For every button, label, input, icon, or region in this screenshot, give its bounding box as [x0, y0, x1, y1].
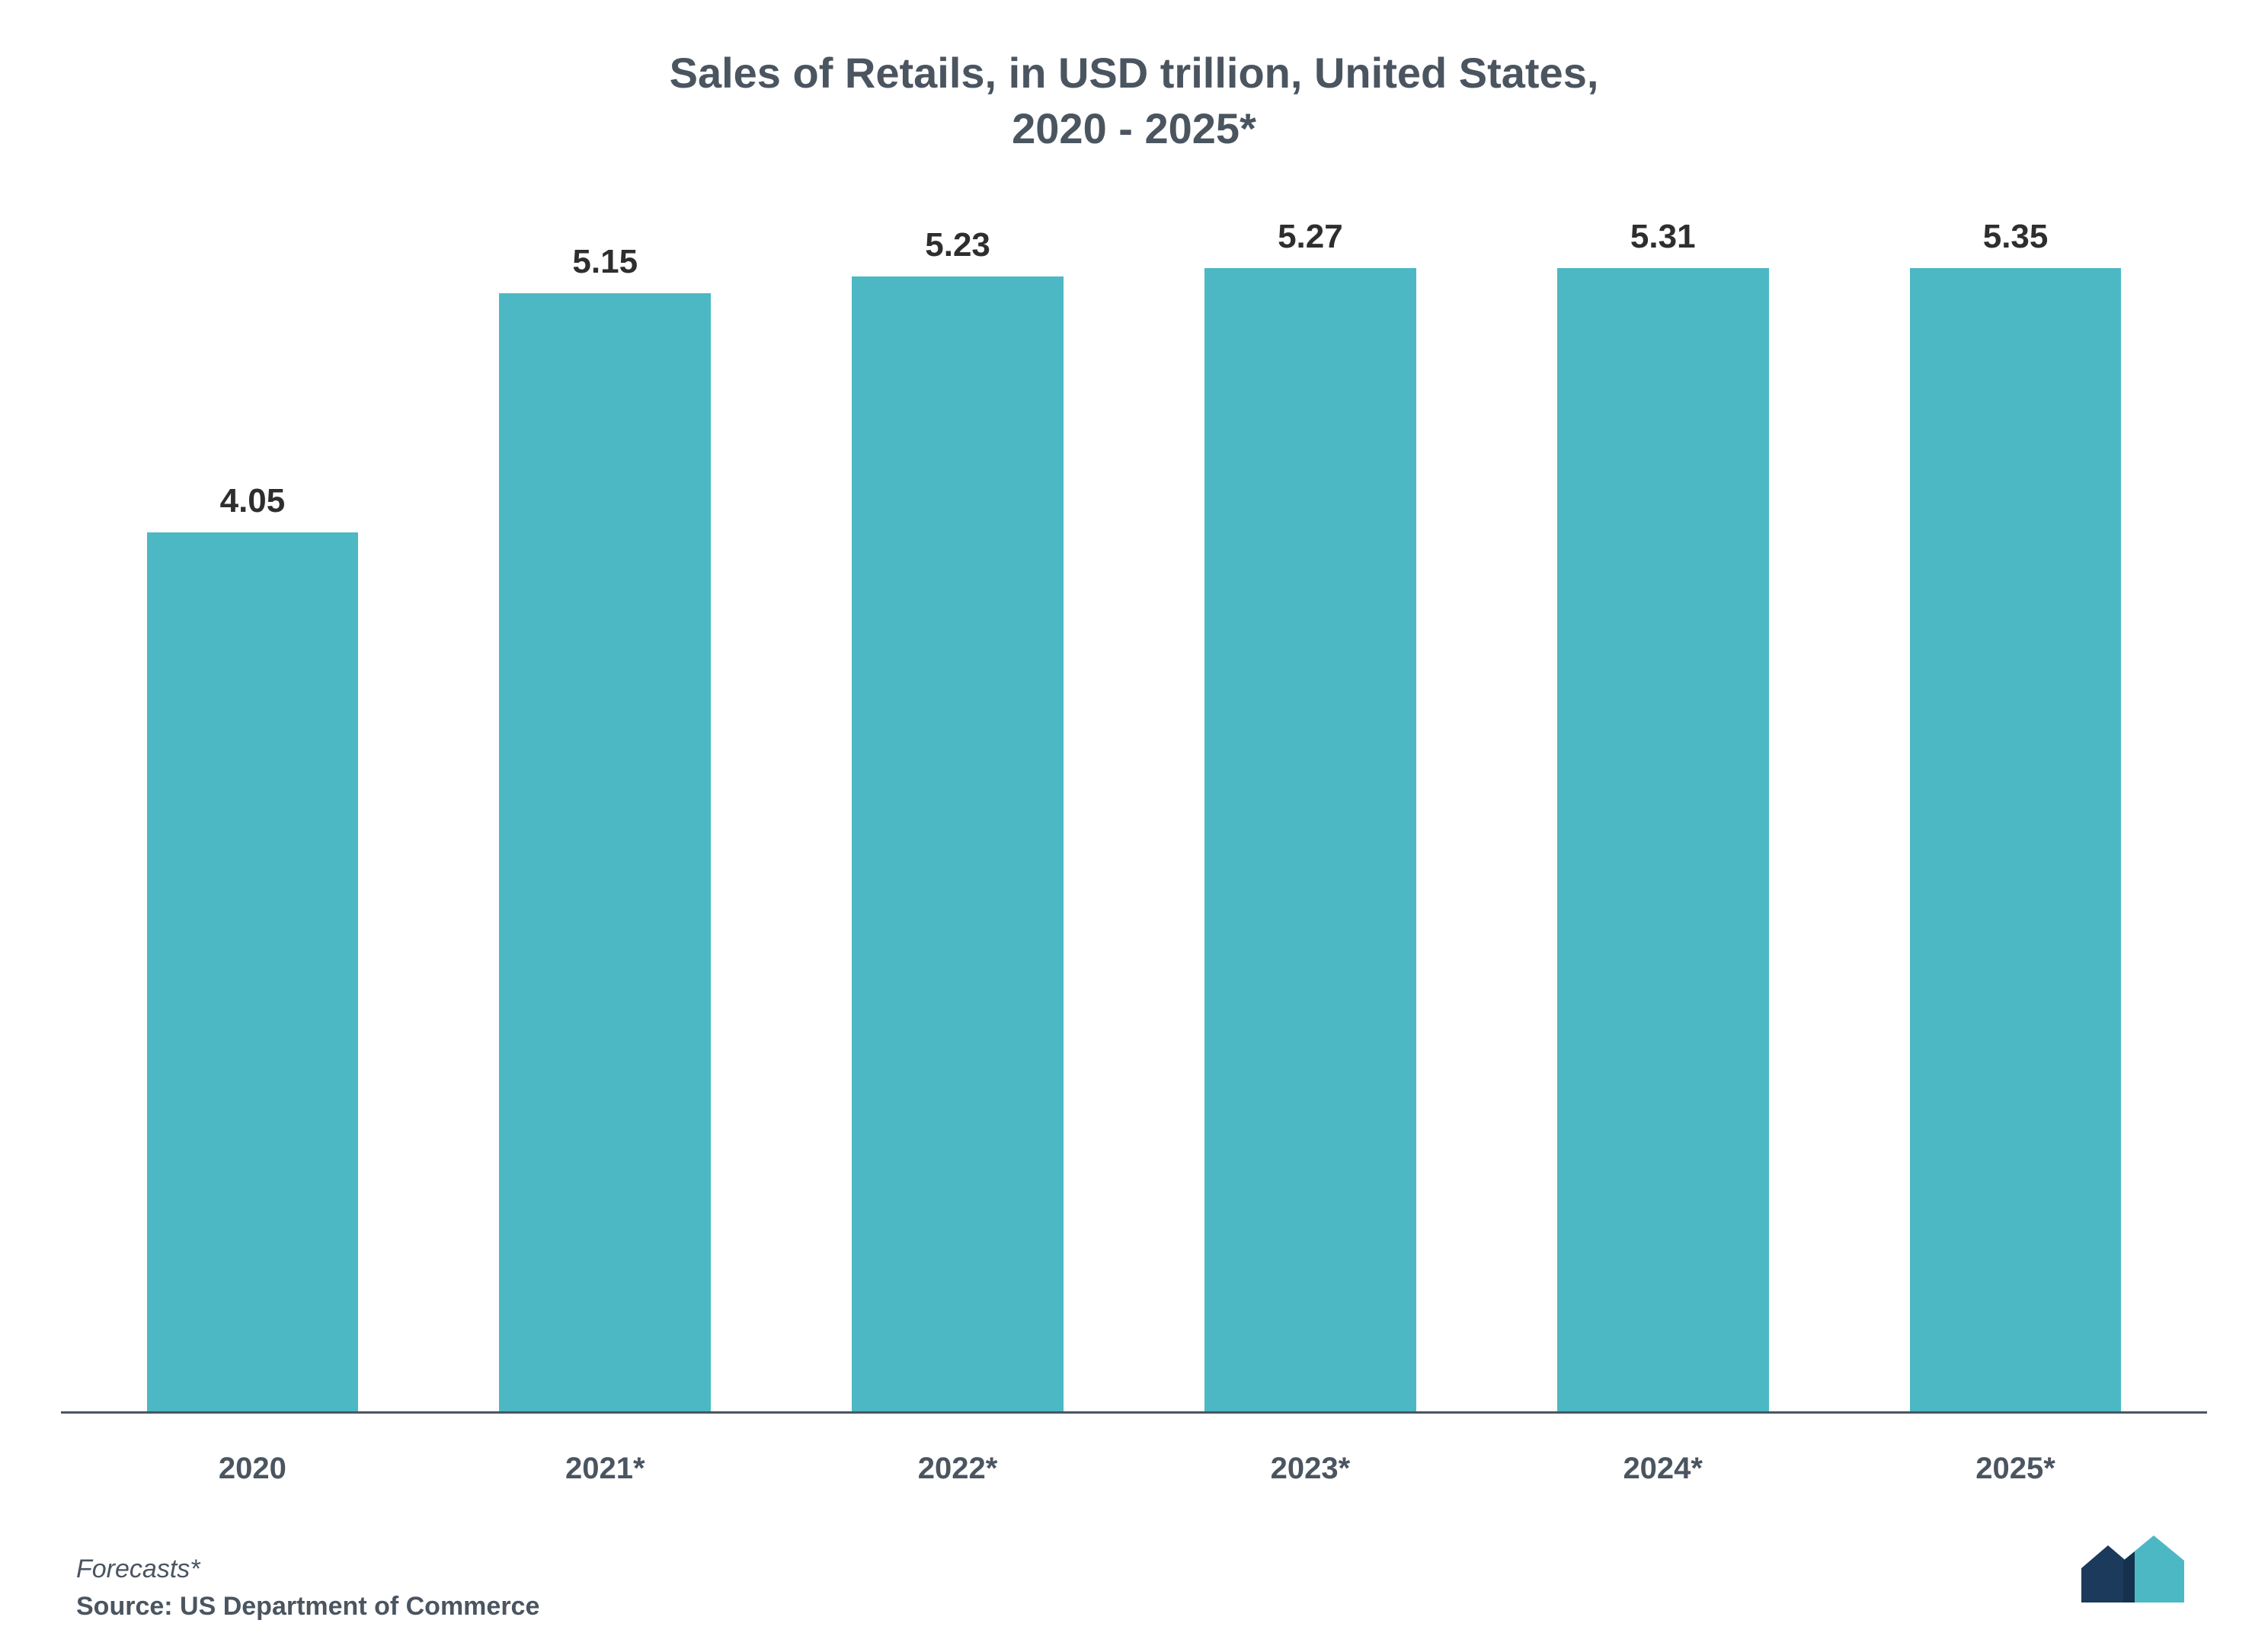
bar-value-label: 5.27 — [1278, 218, 1343, 256]
bar-value-label: 5.31 — [1630, 218, 1696, 256]
plot-area: 4.055.155.235.275.315.35 20202021*2022*2… — [61, 218, 2207, 1486]
bar-group: 5.31 — [1486, 218, 1839, 1411]
x-axis-label: 2024* — [1486, 1452, 1839, 1486]
bar-value-label: 5.35 — [1983, 218, 2049, 256]
x-axis-label: 2022* — [782, 1452, 1134, 1486]
bar — [1910, 268, 2122, 1411]
bar — [1204, 268, 1416, 1411]
bars-area: 4.05 5.15 5.23 5.27 5.31 5.35 — [61, 218, 2207, 1414]
brand-logo — [2078, 1526, 2199, 1614]
x-axis-label: 2020 — [76, 1452, 429, 1486]
bar-group: 5.23 — [782, 218, 1134, 1411]
forecasts-note: Forecasts* — [76, 1555, 2207, 1584]
bar — [852, 276, 1064, 1411]
bar — [1557, 268, 1769, 1411]
bar — [499, 293, 711, 1411]
chart-title-line1: Sales of Retails, in USD trillion, Unite… — [61, 46, 2207, 101]
bar-group: 5.27 — [1134, 218, 1486, 1411]
chart-title: Sales of Retails, in USD trillion, Unite… — [61, 46, 2207, 157]
bar-value-label: 5.15 — [572, 243, 638, 281]
x-axis-label: 2023* — [1134, 1452, 1486, 1486]
x-axis-label: 2021* — [429, 1452, 782, 1486]
source-note: Source: US Department of Commerce — [76, 1592, 2207, 1622]
bar-value-label: 4.05 — [220, 482, 286, 520]
bar — [147, 532, 359, 1411]
bar-group: 4.05 — [76, 218, 429, 1411]
bar-group: 5.35 — [1839, 218, 2192, 1411]
bar-group: 5.15 — [429, 218, 782, 1411]
logo-icon — [2078, 1526, 2199, 1610]
bar-value-label: 5.23 — [925, 226, 990, 264]
x-axis-label: 2025* — [1839, 1452, 2192, 1486]
x-axis-labels: 20202021*2022*2023*2024*2025* — [61, 1452, 2207, 1486]
chart-container: Sales of Retails, in USD trillion, Unite… — [61, 46, 2207, 1622]
chart-title-line2: 2020 - 2025* — [61, 101, 2207, 157]
footer-notes: Forecasts* Source: US Department of Comm… — [61, 1555, 2207, 1622]
